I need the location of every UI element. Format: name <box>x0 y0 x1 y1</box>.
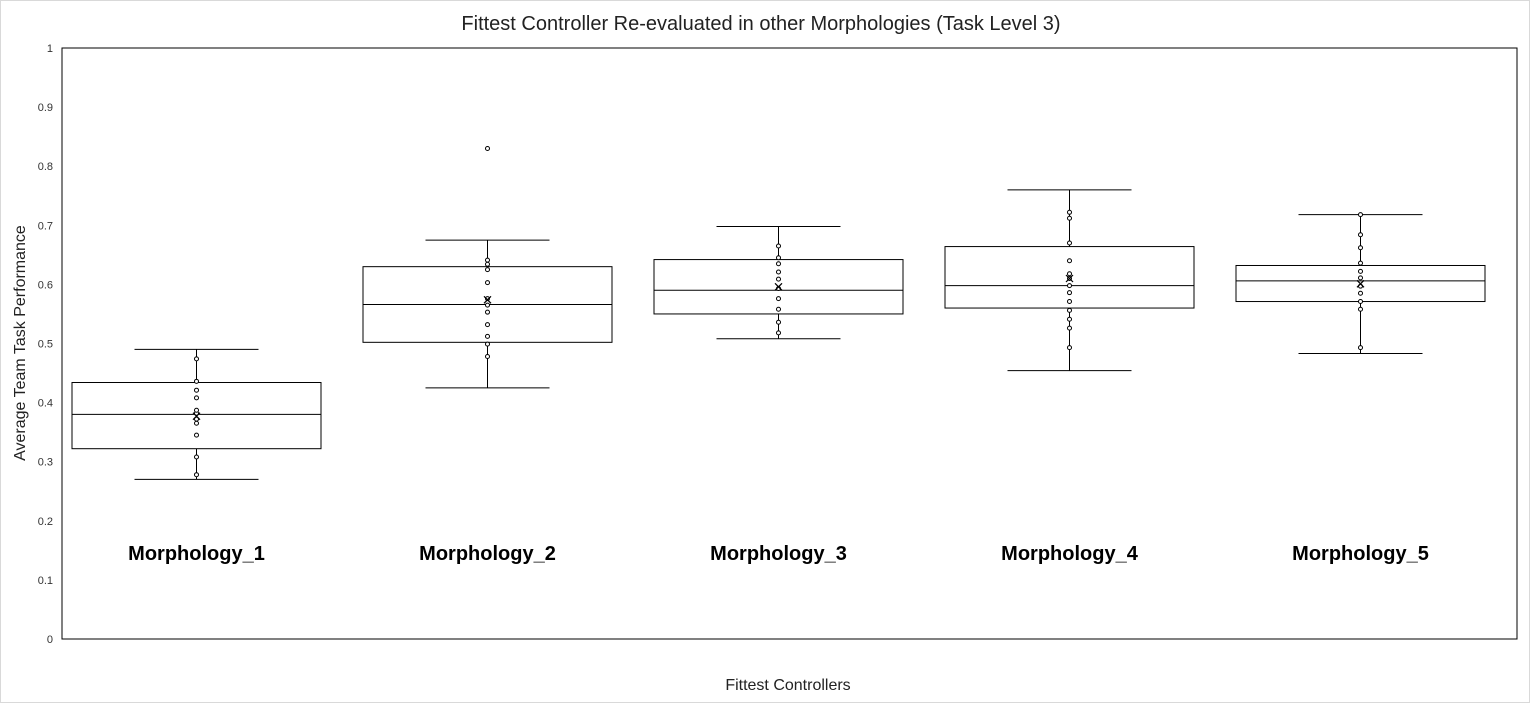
data-point <box>1067 258 1072 264</box>
category-label: Morphology_5 <box>1292 543 1429 565</box>
box-plots <box>71 145 1486 480</box>
box-4 <box>944 189 1195 372</box>
category-labels: Morphology_1 Morphology_2 Morphology_3 Morp… <box>128 543 1429 565</box>
data-point <box>485 322 490 328</box>
data-point <box>485 309 490 315</box>
y-tick-label: 0.6 <box>38 279 53 291</box>
data-point <box>194 432 199 438</box>
y-tick-label: 0.5 <box>38 339 53 351</box>
y-tick-label: 0.1 <box>38 575 53 587</box>
box-1 <box>71 348 322 480</box>
y-tick-label: 0.4 <box>38 398 53 410</box>
plot-area <box>61 47 1518 640</box>
data-point <box>1358 260 1363 266</box>
data-point <box>776 261 781 267</box>
data-point <box>194 356 199 362</box>
data-point <box>776 255 781 261</box>
data-point <box>485 302 490 308</box>
data-point <box>776 306 781 312</box>
data-point <box>194 378 199 384</box>
data-point <box>1067 316 1072 322</box>
category-label: Morphology_2 <box>419 543 556 565</box>
mean-marker <box>774 282 783 291</box>
y-tick-label: 0.3 <box>38 457 53 469</box>
y-tick-label: 0.2 <box>38 516 53 528</box>
data-point <box>1067 290 1072 296</box>
y-tick-label: 0.7 <box>38 220 53 232</box>
data-point <box>1358 306 1363 312</box>
data-point <box>776 296 781 302</box>
mean-marker <box>1356 279 1365 288</box>
x-axis-label: Fittest Controllers <box>725 677 850 694</box>
data-point <box>485 341 490 347</box>
data-point <box>1067 215 1072 221</box>
data-point <box>1358 275 1363 281</box>
y-tick-label: 0.8 <box>38 161 53 173</box>
category-label: Morphology_4 <box>1001 543 1139 565</box>
y-axis-ticks: 0 0.1 0.2 0.3 0.4 0.5 0.6 0.7 0.8 0.9 1 <box>38 43 53 646</box>
data-point <box>194 387 199 393</box>
chart-title: Fittest Controller Re-evaluated in other… <box>461 13 1060 35</box>
data-point <box>1358 212 1363 218</box>
data-point <box>1358 290 1363 296</box>
data-point <box>1358 268 1363 274</box>
data-point <box>1067 345 1072 351</box>
data-point <box>776 319 781 325</box>
data-point <box>1067 271 1072 277</box>
data-point <box>194 454 199 460</box>
y-tick-label: 0.9 <box>38 102 53 114</box>
data-point <box>485 267 490 273</box>
data-point <box>1067 325 1072 331</box>
data-point <box>776 276 781 282</box>
data-point <box>485 257 490 263</box>
data-point <box>194 416 199 422</box>
data-point <box>1067 240 1072 246</box>
mean-marker <box>1065 274 1074 283</box>
mean-marker <box>483 295 492 304</box>
outlier-point <box>485 145 490 151</box>
y-axis-label: Average Team Task Performance <box>12 225 29 461</box>
data-point <box>194 420 199 426</box>
data-point <box>1067 307 1072 313</box>
data-point <box>1358 345 1363 351</box>
box-3 <box>653 225 904 340</box>
box-2 <box>362 145 613 389</box>
data-point <box>194 395 199 401</box>
data-point <box>194 407 199 413</box>
category-label: Morphology_3 <box>710 543 847 565</box>
data-point <box>776 243 781 249</box>
data-point <box>1067 299 1072 305</box>
data-point <box>776 330 781 336</box>
y-tick-label: 0 <box>47 634 53 646</box>
y-tick-label: 1 <box>47 43 53 55</box>
data-point <box>485 354 490 360</box>
box-5 <box>1235 212 1486 355</box>
data-point <box>1358 299 1363 305</box>
data-point <box>485 280 490 286</box>
data-point <box>485 333 490 339</box>
data-point <box>1067 209 1072 215</box>
data-point <box>1067 283 1072 289</box>
mean-marker <box>192 412 201 421</box>
data-point <box>485 261 490 267</box>
data-point <box>776 269 781 275</box>
data-point <box>194 472 199 478</box>
data-point <box>1358 245 1363 251</box>
category-label: Morphology_1 <box>128 543 265 565</box>
data-point <box>1358 232 1363 238</box>
